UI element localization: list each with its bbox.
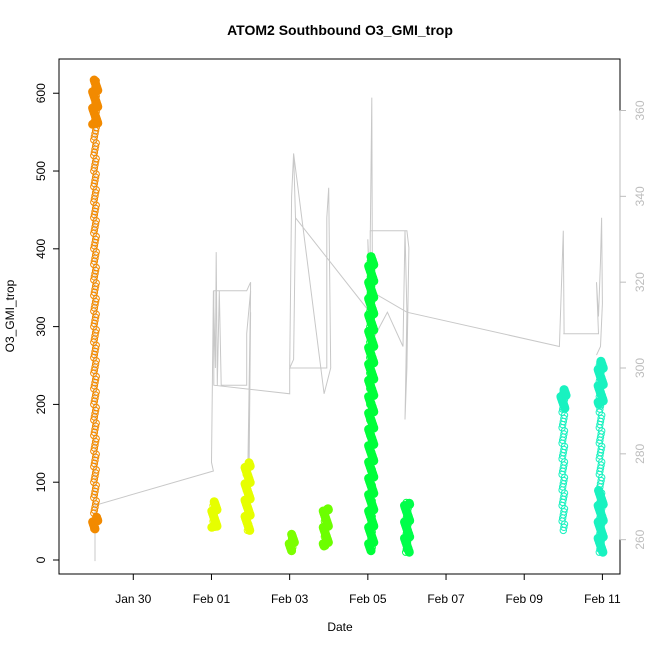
y2-tick-label: 360	[633, 100, 647, 120]
y2-tick-label: 320	[633, 272, 647, 292]
point-series-5	[364, 252, 379, 556]
x-tick-label: Feb 11	[584, 592, 621, 606]
point-series-2	[240, 458, 255, 535]
right-axis-line-series	[94, 97, 603, 562]
data-point-dense	[209, 497, 219, 507]
chart-title: ATOM2 Southbound O3_GMI_trop	[227, 22, 453, 38]
y-tick-label: 600	[34, 83, 48, 103]
x-axis-label: Date	[327, 620, 353, 634]
point-series-7	[556, 385, 571, 535]
data-point-dense	[287, 529, 297, 539]
x-tick-label: Jan 30	[115, 592, 151, 606]
y-tick-label: 100	[34, 472, 48, 492]
point-series-6	[400, 498, 415, 557]
y-tick-label: 200	[34, 394, 48, 414]
point-series-3	[284, 529, 299, 556]
data-point-dense	[366, 252, 376, 262]
point-series-1	[207, 497, 222, 532]
data-point-dense	[559, 385, 569, 395]
x-tick-label: Feb 01	[193, 592, 231, 606]
x-tick-label: Feb 05	[349, 592, 387, 606]
point-series-4	[318, 504, 333, 551]
o3-line-right-axis	[94, 97, 603, 562]
data-point-dense	[594, 485, 603, 495]
y2-tick-label: 260	[633, 529, 647, 549]
x-tick-label: Feb 09	[506, 592, 544, 606]
data-point-dense	[404, 498, 414, 508]
point-series-0	[88, 75, 103, 534]
y-tick-label: 0	[34, 556, 48, 563]
plot-frame	[58, 58, 621, 575]
y-tick-label: 300	[34, 316, 48, 336]
x-axis: Jan 30 Feb 01 Feb 03 Feb 05 Feb 07 Feb 09 Feb …	[115, 573, 621, 606]
y-tick-label: 500	[34, 161, 48, 181]
y-axis-right: 260 280 300 320 340 360	[619, 100, 647, 550]
y2-tick-label: 340	[633, 186, 647, 206]
point-series-8	[593, 356, 608, 557]
data-point-dense	[323, 504, 333, 514]
data-point-dense	[89, 75, 99, 85]
y-axis-left: 0 100 200 300 400 500 600	[34, 83, 60, 563]
y2-tick-label: 300	[633, 358, 647, 378]
y-tick-label: 400	[34, 238, 48, 258]
data-point-dense	[596, 356, 606, 366]
data-point-dense	[244, 458, 254, 468]
x-tick-label: Feb 03	[271, 592, 309, 606]
data-point-dense	[92, 512, 102, 522]
point-series-layer	[88, 75, 608, 557]
y-axis-label: O3_GMI_trop	[3, 279, 17, 352]
x-tick-label: Feb 07	[427, 592, 465, 606]
y2-tick-label: 280	[633, 444, 647, 464]
